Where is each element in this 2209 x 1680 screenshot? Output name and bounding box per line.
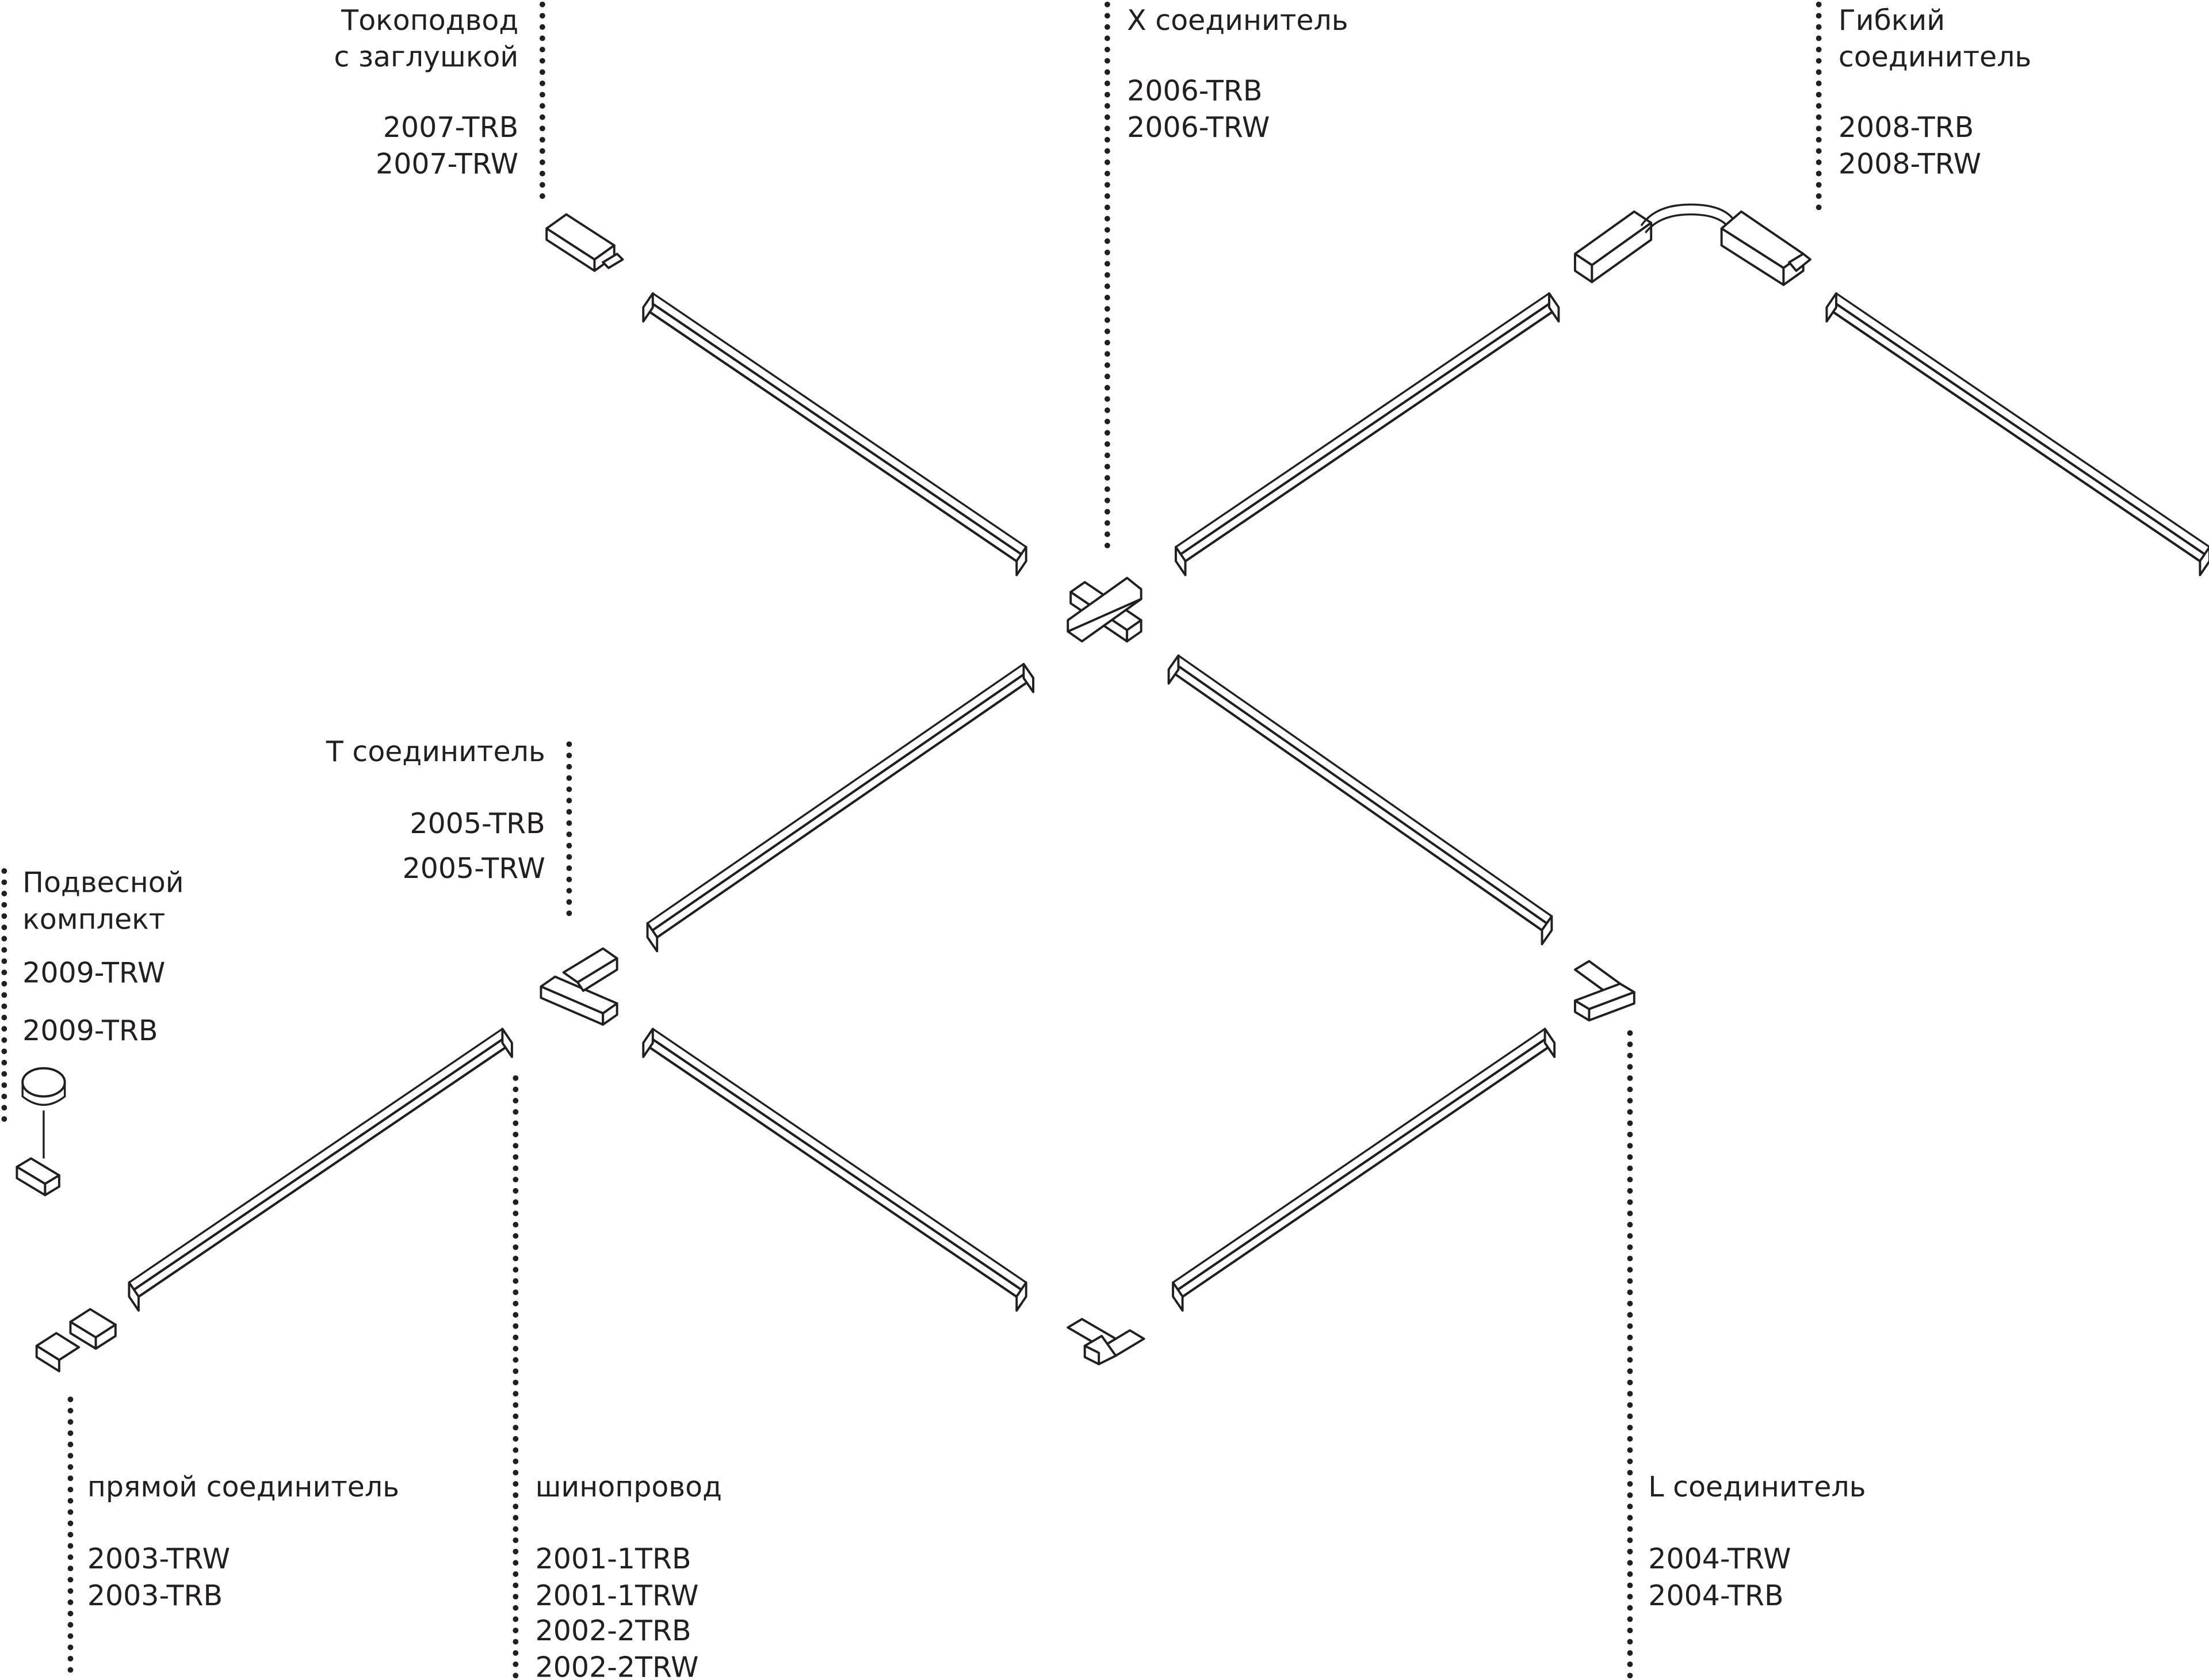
article-code: 2007-TRB [383,111,518,144]
component-name: L соединитель [1648,1471,1866,1503]
rail-end [1825,292,1837,323]
component-label: прямой соединитель 2003-TRW 2003-TRB [67,1396,399,1680]
connectors [16,203,1811,1373]
rail-edge [647,663,1025,925]
rail-edge [643,1042,1018,1297]
x-connector [1067,576,1142,643]
article-code: 2008-TRB [1839,111,1974,144]
rail-edge [1830,299,2206,555]
rail [1825,292,2209,576]
rail [642,292,1027,576]
rail-edge [133,1034,508,1290]
rail-edge [1175,292,1550,548]
rail-edge [643,306,1018,562]
rail-edge [1182,1042,1556,1297]
article-code: 2005-TRB [410,807,545,840]
rail-edge [1184,306,1560,562]
corner-connector [1067,1318,1145,1365]
article-code: 2008-TRW [1839,148,1981,181]
straight-connector [35,1308,117,1373]
article-code: 2003-TRB [87,1579,223,1612]
rail-end [1541,915,1553,945]
component-label: L соединитель 2004-TRW 2004-TRB [1627,1030,1866,1680]
article-code: 2007-TRW [376,148,518,181]
component-name: T соединитель [326,735,545,768]
component-name: с заглушкой [334,41,519,74]
article-code: 2002-2TRW [536,1651,699,1680]
rail-end [501,1028,513,1059]
rail-end [2199,545,2209,576]
rail [128,1028,513,1312]
component-name: Подвесной [22,866,184,899]
article-code: 2009-TRB [22,1014,158,1047]
rails [128,292,2209,1312]
rail-edge [1177,1034,1550,1290]
component-name: прямой соединитель [87,1471,399,1503]
article-code: 2001-1TRB [536,1542,691,1575]
article-code: 2005-TRW [403,852,545,885]
component-name: Гибкий [1839,4,1945,37]
rail-end [1015,545,1027,576]
rail-edge [656,677,1034,938]
rail [642,1028,1027,1312]
article-code: 2004-TRB [1648,1579,1783,1612]
rail [646,663,1035,953]
component-label: T соединитель 2005-TRB 2005-TRW [326,735,572,926]
rail [1175,292,1560,576]
rail [1172,1028,1556,1312]
rail [1167,654,1553,945]
component-name: X соединитель [1127,4,1348,37]
rail-end [1543,1028,1556,1058]
article-code: 2006-TRW [1127,111,1270,144]
rail-edge [128,1028,503,1284]
rail-edge [137,1042,513,1297]
suspension-kit [16,1067,66,1197]
component-name: соединитель [1839,41,2031,74]
component-label: Подвесной комплект 2009-TRW 2009-TRB [1,866,184,1131]
rail-edge [651,670,1029,931]
component-name: Токоподвод [341,4,518,37]
rail-edge [652,1028,1027,1284]
rail-edge [1172,1028,1546,1284]
article-code: 2006-TRB [1127,74,1262,107]
article-code: 2002-2TRB [536,1614,691,1647]
rail-end [1167,654,1180,685]
rail-edge [1173,662,1547,924]
rail-edge [647,299,1022,555]
article-code: 2009-TRW [22,956,165,989]
rail-edge [1180,299,1555,555]
rail-end [642,292,654,323]
component-name: шинопровод [536,1471,722,1503]
article-code: 2003-TRW [87,1542,230,1575]
rail-edge [1826,306,2201,562]
flexible-connector [1574,203,1811,287]
rail-end [1015,1281,1027,1312]
article-code: 2001-1TRW [536,1579,699,1612]
feed-connector [545,213,624,272]
rail-end [1175,545,1187,576]
rail-edge [652,292,1027,548]
rail-edge [1168,669,1543,931]
rail-edge [647,1034,1022,1290]
rail-end [128,1281,140,1312]
component-name: комплект [22,903,165,936]
component-label: Гибкий соединитель 2008-TRB 2008-TRW [1816,1,2031,222]
rail-edge [1178,654,1553,917]
rail-edge [1835,292,2209,548]
rail-end [1022,663,1035,693]
component-label: X соединитель 2006-TRB 2006-TRW [1104,1,1348,553]
labels: Токоподвод с заглушкой 2007-TRB 2007-TRW X с… [1,1,2031,1680]
t-connector [540,947,618,1026]
rail-end [1172,1281,1184,1312]
rail-end [646,922,659,953]
l-connector [1574,960,1635,1022]
component-label: Токоподвод с заглушкой 2007-TRB 2007-TRW [334,1,545,201]
rail-end [1548,292,1560,323]
rail-end [642,1028,654,1059]
article-code: 2004-TRW [1648,1542,1791,1575]
